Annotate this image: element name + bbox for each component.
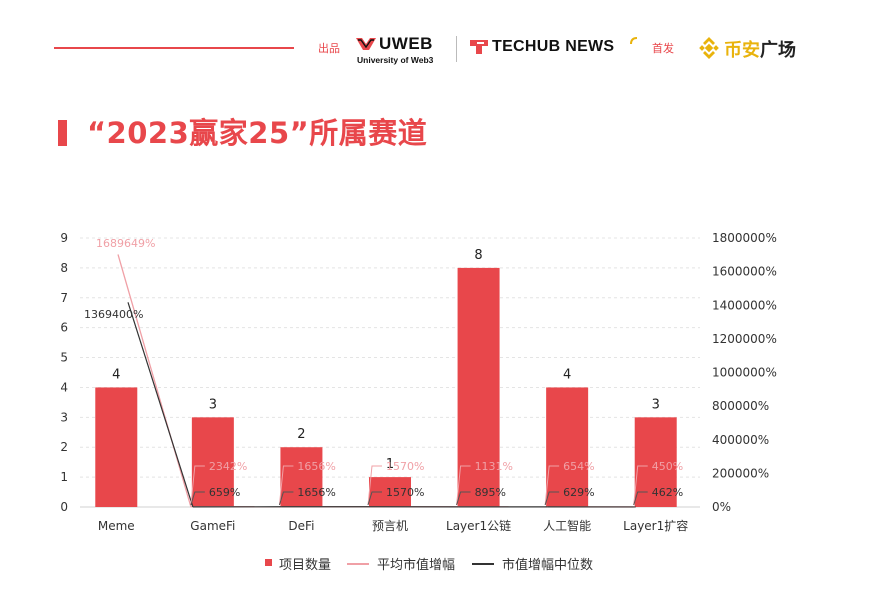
average-value-label: 450% [652,460,683,473]
techub-news-logo: TECHUB NEWS [468,36,643,60]
right-axis-tick: 800000% [712,399,769,413]
header-divider-line [54,47,294,49]
median-value-label-meme: 1369400% [84,308,143,321]
right-axis-tick: 1600000% [712,265,777,279]
category-label: GameFi [190,519,235,533]
right-axis-tick: 400000% [712,433,769,447]
average-value-label: 1131% [475,460,513,473]
median-label-leader [367,491,382,506]
logo-separator [456,36,457,62]
bar-value-label: 3 [209,397,217,412]
average-value-label: 1570% [386,460,424,473]
left-axis-tick: 1 [60,470,68,484]
category-label: Layer1公链 [446,518,511,533]
average-value-label: 1656% [297,460,335,473]
bar-value-label: 4 [563,367,571,382]
average-value-label-meme: 1689649% [96,237,155,250]
median-line-segment [127,302,194,508]
category-label: 人工智能 [543,518,591,533]
median-value-label: 659% [209,486,240,499]
category-label: 预言机 [372,519,408,533]
median-label-leader [278,491,294,506]
uweb-subtitle: University of Web3 [357,55,434,65]
legend-label-average: 平均市值增幅 [377,558,456,573]
bar [546,387,589,507]
median-label-leader [456,491,471,506]
average-label-leader [544,465,560,506]
produced-by-label: 出品 [318,42,340,55]
category-label: DeFi [288,519,314,533]
left-axis-tick: 9 [60,231,68,245]
median-value-label: 1656% [297,486,335,499]
median-value-label: 1570% [386,486,424,499]
legend-swatch-median-line [472,563,494,565]
average-label-leader [633,465,648,506]
average-label-leader [278,465,294,506]
median-label-leader [190,491,205,506]
left-axis-tick: 2 [60,440,68,454]
binance-suffix: 广场 [760,40,796,61]
uweb-logo: UWEB University of Web3 [355,34,455,68]
average-label-leader [456,465,471,506]
page-title: “2023赢家25”所属赛道 [87,116,428,150]
bar [95,387,138,507]
bar-value-label: 3 [652,397,660,412]
bar [457,267,500,507]
median-value-label: 462% [652,486,683,499]
average-label-leader [190,465,205,506]
median-label-leader [633,491,648,506]
bar [280,447,323,507]
legend-swatch-bar [265,559,272,566]
category-label: Layer1扩容 [623,518,688,533]
bar-value-label: 2 [297,427,305,442]
median-label-leader [544,491,560,506]
bar-value-label: 4 [112,367,120,382]
category-label: Meme [98,519,135,533]
average-value-label: 654% [563,460,594,473]
left-axis-tick: 3 [60,410,68,424]
right-axis-tick: 200000% [712,466,769,480]
binance-square-name: 币安广场 [724,36,796,62]
uweb-logo-icon [356,38,376,50]
bar-value-label: 8 [474,248,482,263]
average-label-leader [367,465,382,506]
left-axis-tick: 7 [60,291,68,305]
median-value-label: 895% [475,486,506,499]
average-line-segment [117,254,192,507]
left-axis-tick: 8 [60,261,68,275]
techub-logo-icon [470,40,488,54]
first-release-label: 首发 [652,42,674,55]
techub-accent-icon [630,37,638,45]
left-axis-tick: 4 [60,380,68,394]
uweb-name: UWEB [379,34,433,53]
right-axis-tick: 1800000% [712,231,777,245]
binance-prefix: 币安 [724,40,760,61]
legend-label-median: 市值增幅中位数 [502,558,594,573]
average-value-label: 2342% [209,460,247,473]
legend-swatch-average-line [347,563,369,565]
left-axis-tick: 0 [60,500,68,514]
legend-label-count: 项目数量 [279,558,332,573]
title-accent-bar [58,120,67,146]
techub-name: TECHUB NEWS [492,38,615,55]
binance-logo-icon [699,37,719,59]
left-axis-tick: 6 [60,321,68,335]
binance-square-logo: 币安广场 [697,34,817,62]
right-axis-tick: 1400000% [712,298,777,312]
median-value-label: 629% [563,486,594,499]
bar-value-label: 1 [386,457,394,472]
right-axis-tick: 1200000% [712,332,777,346]
left-axis-tick: 5 [60,351,68,365]
right-axis-tick: 1000000% [712,366,777,380]
right-axis-tick: 0% [712,500,731,514]
